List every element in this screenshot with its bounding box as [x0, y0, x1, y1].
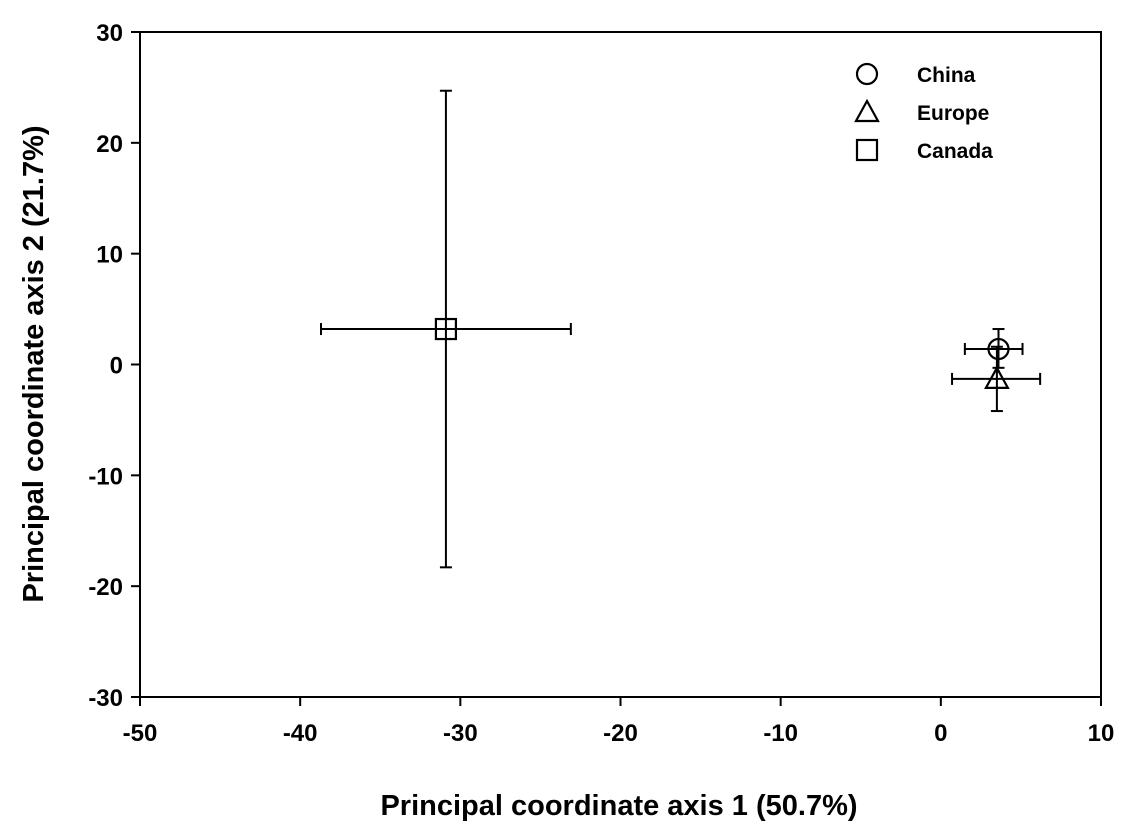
- series-china: [963, 328, 1024, 369]
- y-tick-label: -10: [88, 463, 123, 490]
- legend-label: China: [917, 64, 976, 87]
- y-tick-label: 20: [96, 131, 123, 158]
- data-marks: [319, 89, 1042, 569]
- y-axis-title: Principal coordinate axis 2 (21.7%): [18, 125, 50, 602]
- legend-label: Canada: [917, 140, 993, 163]
- plot-frame: [139, 31, 1102, 698]
- legend-triangle-marker: [854, 98, 880, 123]
- triangle-marker: [984, 365, 1010, 390]
- legend: China Europe Canada: [854, 62, 993, 163]
- x-tick-label: -50: [123, 720, 158, 747]
- y-tick-label: -30: [88, 685, 123, 712]
- x-tick-label: -10: [763, 720, 798, 747]
- circle-marker: [987, 337, 1010, 361]
- series-canada: [319, 89, 572, 569]
- y-tick-label: 30: [96, 20, 123, 47]
- legend-square-marker: [855, 138, 879, 162]
- x-tick-label: -30: [443, 720, 478, 747]
- axes: -50 -40 -30 -20 -10 0 10 -30 -20 -10 0 10 20 30: [88, 20, 1114, 747]
- y-tick-label: 10: [96, 242, 123, 269]
- x-tick-label: 10: [1088, 720, 1115, 747]
- x-tick-label: -20: [603, 720, 638, 747]
- y-tick-label: 0: [110, 353, 123, 380]
- x-tick-label: -40: [283, 720, 318, 747]
- legend-label: Europe: [917, 102, 989, 125]
- x-tick-label: 0: [934, 720, 947, 747]
- x-axis-title: Principal coordinate axis 1 (50.7%): [380, 790, 857, 822]
- square-marker: [434, 317, 458, 341]
- legend-circle-marker: [855, 62, 879, 86]
- y-tick-label: -20: [88, 574, 123, 601]
- series-europe: [951, 345, 1042, 413]
